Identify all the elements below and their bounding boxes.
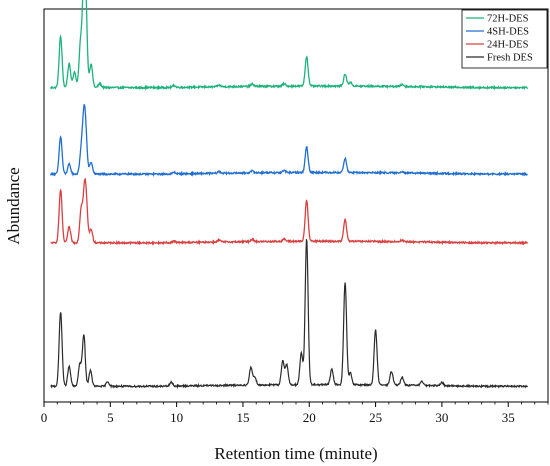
legend-box [461, 9, 548, 69]
x-tick-label: 20 [303, 410, 316, 425]
x-tick-label: 25 [369, 410, 382, 425]
legend-label-72h-des: 72H-DES [487, 14, 529, 25]
series-line-24h-des [50, 177, 528, 246]
x-tick-label: 30 [435, 410, 448, 425]
legend-label-fresh-des: Fresh DES [487, 53, 533, 64]
series-line-4sh-des [49, 103, 528, 178]
legend-label-24h-des: 24H-DES [487, 40, 529, 51]
series-line-72h-des [50, 0, 529, 91]
legend-label-4sh-des: 4SH-DES [487, 27, 529, 38]
x-axis-title: Retention time (minute) [214, 444, 377, 463]
x-tick-label: 0 [41, 410, 48, 425]
x-tick-label: 35 [502, 410, 515, 425]
x-tick-label: 15 [236, 410, 249, 425]
x-tick-label: 5 [107, 410, 114, 425]
series-line-fresh-des [50, 239, 529, 390]
legend: 72H-DES 4SH-DES 24H-DES Fresh DES [461, 9, 548, 69]
traces-group [49, 0, 529, 390]
x-tick-label: 10 [170, 410, 183, 425]
x-axis-ticks: 0 5 10 15 20 25 30 35 [41, 402, 549, 425]
y-axis-title: Abundance [4, 167, 23, 244]
